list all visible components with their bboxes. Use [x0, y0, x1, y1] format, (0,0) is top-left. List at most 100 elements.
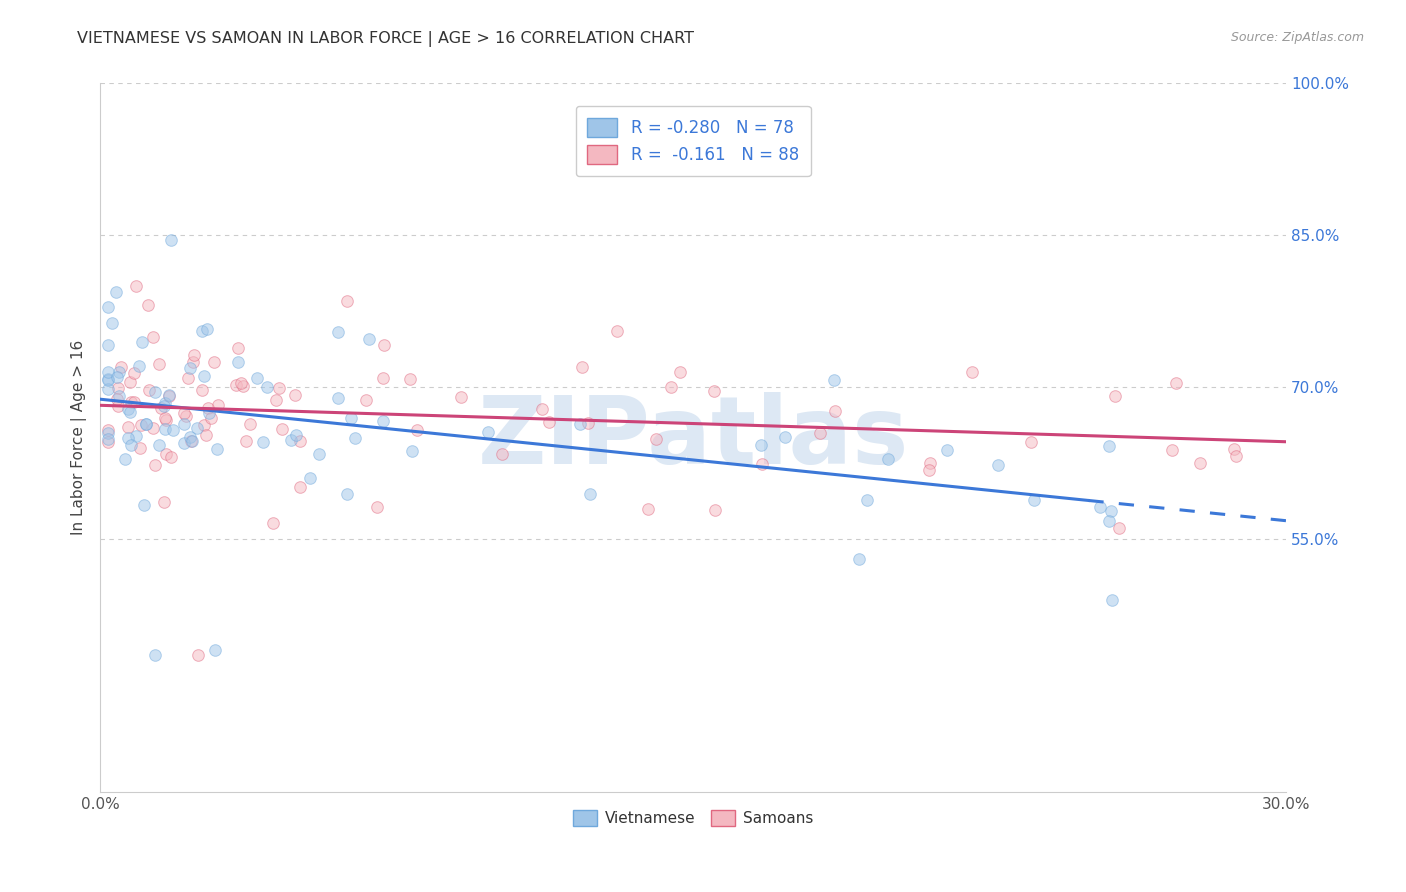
- Point: [848, 552, 870, 566]
- Point: [141, 421, 163, 435]
- Point: [824, 404, 846, 418]
- Point: [117, 420, 139, 434]
- Point: [97, 372, 120, 386]
- Point: [1161, 442, 1184, 457]
- Point: [157, 388, 180, 402]
- Point: [1101, 592, 1123, 607]
- Point: [1088, 500, 1111, 515]
- Point: [823, 373, 845, 387]
- Point: [101, 316, 124, 330]
- Point: [131, 417, 153, 432]
- Point: [194, 427, 217, 442]
- Point: [128, 441, 150, 455]
- Text: Source: ZipAtlas.com: Source: ZipAtlas.com: [1230, 31, 1364, 45]
- Point: [125, 278, 148, 293]
- Point: [174, 409, 197, 424]
- Point: [180, 434, 202, 448]
- Point: [308, 447, 330, 461]
- Point: [97, 373, 120, 387]
- Point: [571, 360, 593, 375]
- Point: [354, 393, 377, 408]
- Point: [1019, 434, 1042, 449]
- Point: [183, 348, 205, 362]
- Point: [97, 434, 120, 449]
- Point: [153, 399, 176, 413]
- Point: [1099, 504, 1122, 518]
- Point: [159, 450, 181, 465]
- Point: [160, 233, 183, 247]
- Point: [105, 369, 128, 384]
- Point: [97, 423, 120, 437]
- Point: [918, 462, 941, 476]
- Point: [1164, 376, 1187, 390]
- Point: [200, 411, 222, 425]
- Point: [153, 411, 176, 425]
- Point: [197, 401, 219, 416]
- Point: [1108, 521, 1130, 535]
- Point: [239, 417, 262, 431]
- Point: [226, 355, 249, 369]
- Point: [195, 322, 218, 336]
- Point: [153, 422, 176, 436]
- Point: [193, 417, 215, 432]
- Point: [143, 458, 166, 473]
- Point: [252, 435, 274, 450]
- Point: [107, 399, 129, 413]
- Point: [120, 437, 142, 451]
- Point: [1098, 439, 1121, 453]
- Point: [876, 451, 898, 466]
- Point: [373, 338, 395, 352]
- Point: [186, 421, 208, 435]
- Point: [773, 430, 796, 444]
- Point: [181, 434, 204, 449]
- Point: [120, 395, 142, 409]
- Point: [138, 383, 160, 397]
- Point: [401, 444, 423, 458]
- Point: [256, 380, 278, 394]
- Point: [262, 516, 284, 530]
- Point: [751, 457, 773, 471]
- Point: [339, 411, 361, 425]
- Point: [117, 431, 139, 445]
- Legend: Vietnamese, Samoans: Vietnamese, Samoans: [565, 803, 821, 834]
- Point: [97, 300, 120, 314]
- Point: [202, 355, 225, 369]
- Point: [450, 390, 472, 404]
- Point: [264, 392, 287, 407]
- Point: [125, 429, 148, 443]
- Point: [703, 503, 725, 517]
- Point: [138, 298, 160, 312]
- Y-axis label: In Labor Force | Age > 16: In Labor Force | Age > 16: [72, 340, 87, 535]
- Point: [405, 423, 427, 437]
- Point: [191, 383, 214, 397]
- Point: [530, 402, 553, 417]
- Point: [117, 401, 139, 416]
- Point: [645, 432, 668, 446]
- Point: [107, 389, 129, 403]
- Point: [343, 432, 366, 446]
- Point: [669, 365, 692, 379]
- Point: [269, 381, 291, 395]
- Point: [204, 643, 226, 657]
- Point: [399, 372, 422, 386]
- Point: [326, 325, 349, 339]
- Point: [284, 427, 307, 442]
- Point: [936, 442, 959, 457]
- Point: [134, 499, 156, 513]
- Text: ZIPatlas: ZIPatlas: [478, 392, 908, 483]
- Point: [1022, 493, 1045, 508]
- Point: [280, 433, 302, 447]
- Point: [246, 370, 269, 384]
- Point: [135, 417, 157, 431]
- Point: [118, 375, 141, 389]
- Point: [124, 395, 146, 409]
- Point: [1189, 456, 1212, 470]
- Point: [150, 401, 173, 415]
- Point: [148, 438, 170, 452]
- Point: [104, 285, 127, 299]
- Point: [173, 436, 195, 450]
- Point: [703, 384, 725, 398]
- Point: [1225, 449, 1247, 463]
- Point: [1223, 442, 1246, 457]
- Point: [856, 492, 879, 507]
